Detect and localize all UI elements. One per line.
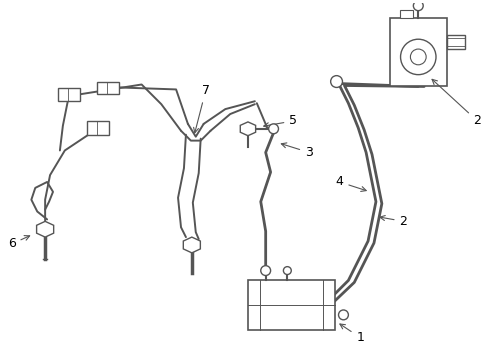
Bar (248, 280, 335, 330)
Bar (58, 89, 79, 101)
Bar (399, 10, 414, 18)
Text: 4: 4 (336, 175, 366, 192)
Polygon shape (240, 122, 256, 136)
Circle shape (261, 266, 270, 275)
Bar (98, 82, 119, 94)
Text: 7: 7 (194, 84, 210, 133)
Bar (390, 18, 447, 86)
Text: 2: 2 (432, 79, 481, 127)
Text: 3: 3 (281, 143, 313, 159)
Circle shape (331, 76, 343, 87)
Polygon shape (183, 237, 200, 253)
Text: 5: 5 (264, 114, 297, 128)
Polygon shape (37, 221, 54, 237)
Bar (447, 35, 465, 49)
Text: 6: 6 (8, 235, 30, 251)
Circle shape (283, 267, 291, 275)
Circle shape (400, 39, 436, 75)
Circle shape (339, 310, 348, 320)
Circle shape (269, 124, 278, 134)
Bar (88, 121, 109, 135)
Circle shape (411, 49, 426, 65)
Circle shape (414, 1, 423, 11)
Text: 1: 1 (340, 324, 364, 344)
Text: 2: 2 (380, 215, 408, 228)
